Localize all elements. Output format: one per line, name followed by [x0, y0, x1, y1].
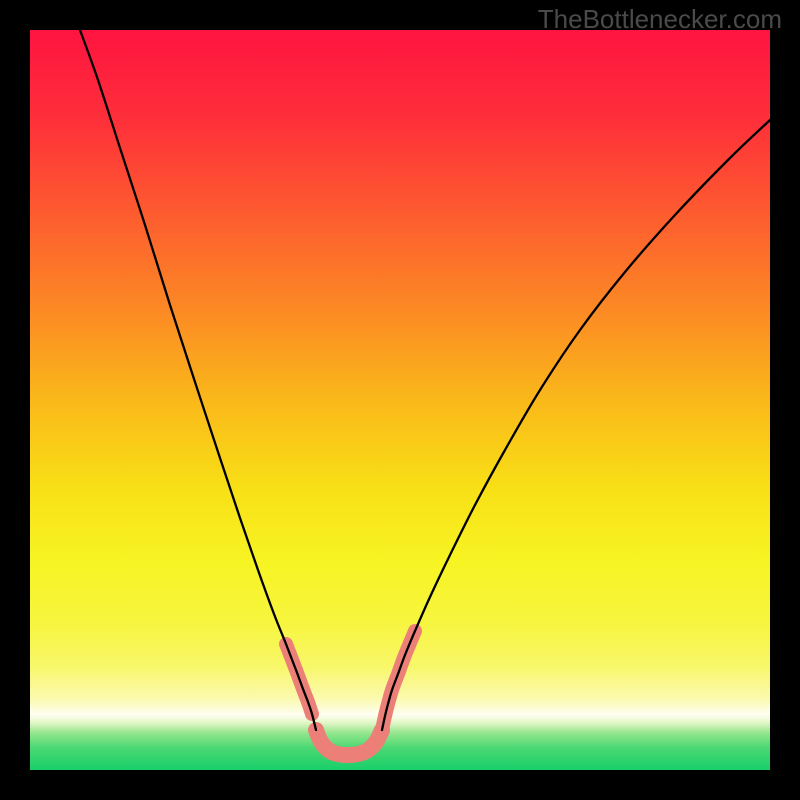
bottleneck-chart: [30, 30, 770, 770]
watermark-text: TheBottlenecker.com: [538, 4, 782, 35]
